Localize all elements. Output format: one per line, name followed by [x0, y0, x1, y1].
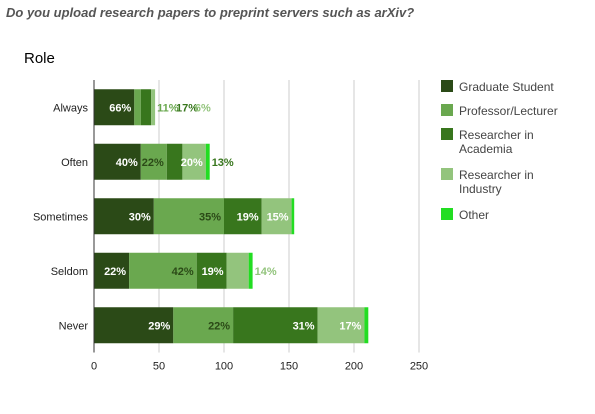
bar-segment: [291, 198, 295, 235]
legend-swatch: [441, 80, 453, 92]
bars: [94, 89, 369, 344]
data-label: 22%: [208, 320, 230, 332]
chart-title: Role: [24, 50, 55, 67]
bar-segment: [182, 143, 206, 180]
bar-segment: [140, 143, 167, 180]
bar-segment: [248, 252, 253, 289]
bar-segment: [94, 307, 174, 344]
data-label: 29%: [148, 320, 170, 332]
data-label: 42%: [172, 266, 194, 278]
bar-segment: [151, 89, 156, 126]
data-label: 15%: [267, 211, 289, 223]
bar-segment: [166, 143, 183, 180]
data-label: 31%: [293, 320, 315, 332]
data-labels: 66% 11%17%6%40% 22% 13%20%30% 35% 19% 15%22% 42…: [104, 102, 362, 332]
bar-segment: [317, 307, 365, 344]
category-label: Never: [59, 320, 89, 332]
survey-question: Do you upload research papers to preprin…: [6, 5, 415, 20]
x-tick-label: 0: [91, 361, 97, 373]
data-label: 17%: [339, 320, 361, 332]
axes: 0 50 100 150 200 250 Always Often Sometimes Seldo…: [33, 80, 428, 373]
data-label: 6%: [195, 102, 211, 114]
data-label: 35%: [199, 211, 221, 223]
legend-label: Academia: [459, 142, 513, 156]
data-label: 17%: [176, 102, 198, 114]
bar-segment: [94, 252, 130, 289]
bar-segment: [94, 198, 154, 235]
category-label: Sometimes: [33, 211, 89, 223]
bar-segment: [364, 307, 369, 344]
data-label: 19%: [202, 266, 224, 278]
bar-segment: [129, 252, 197, 289]
x-tick-label: 100: [215, 361, 233, 373]
data-label: 40%: [116, 157, 138, 169]
data-label: 66%: [109, 102, 131, 114]
data-label: 22%: [142, 157, 164, 169]
bar-segment: [233, 307, 318, 344]
category-label: Often: [61, 157, 88, 169]
bar-segment: [94, 143, 141, 180]
x-tick-label: 200: [345, 361, 363, 373]
data-label: 20%: [181, 157, 203, 169]
legend-swatch: [441, 104, 453, 116]
bar-segment: [205, 143, 210, 180]
legend-label: Industry: [459, 182, 502, 196]
legend-label: Researcher in: [459, 168, 534, 182]
data-label: 19%: [237, 211, 259, 223]
x-tick-label: 50: [153, 361, 165, 373]
legend-swatch: [441, 128, 453, 140]
bar-segment: [226, 252, 249, 289]
category-label: Seldom: [51, 266, 88, 278]
data-label: 13%: [212, 157, 234, 169]
bar-segment: [134, 89, 141, 126]
bar-segment: [261, 198, 292, 235]
data-label: 22%: [104, 266, 126, 278]
legend-label: Professor/Lecturer: [459, 104, 558, 118]
category-label: Always: [53, 102, 88, 114]
legend-swatch: [441, 168, 453, 180]
x-tick-label: 250: [410, 361, 428, 373]
data-label: 30%: [129, 211, 151, 223]
legend-label: Other: [459, 208, 489, 222]
bar-segment: [224, 198, 262, 235]
bar-segment: [173, 307, 234, 344]
data-label: 11%: [157, 102, 179, 114]
legend: Graduate Student Professor/Lecturer Resear…: [441, 80, 558, 222]
bar-segment: [153, 198, 224, 235]
legend-label: Graduate Student: [459, 80, 554, 94]
x-tick-label: 150: [280, 361, 298, 373]
data-label: 14%: [255, 266, 277, 278]
bar-segment: [196, 252, 227, 289]
bar-segment: [94, 89, 135, 126]
legend-swatch: [441, 208, 453, 220]
bar-segment: [140, 89, 152, 126]
legend-label: Researcher in: [459, 128, 534, 142]
